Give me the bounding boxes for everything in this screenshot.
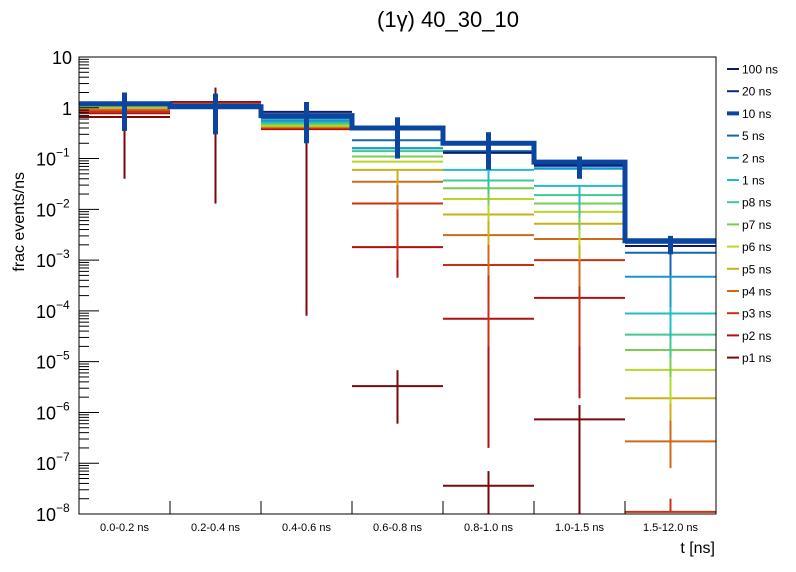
y-tick-exponent: −5 — [56, 349, 70, 363]
y-tick-label: 10−7 — [36, 450, 70, 474]
legend-label: p2 ns — [742, 329, 771, 343]
plot-frame — [78, 56, 717, 515]
legend-label: p8 ns — [742, 196, 771, 210]
series-10-ns — [79, 92, 716, 255]
y-tick-label: 1 — [62, 99, 72, 119]
y-tick-label: 10−6 — [36, 399, 70, 423]
legend-label: 100 ns — [742, 63, 778, 77]
legend-label: 1 ns — [742, 174, 765, 188]
y-tick-base: 10 — [36, 353, 56, 373]
y-tick-exponent: −1 — [56, 146, 70, 160]
x-tick-label: 0.2-0.4 ns — [191, 522, 240, 534]
legend-entry: 20 ns — [727, 85, 771, 99]
y-tick-label: 10−3 — [36, 247, 70, 271]
legend-entry: p2 ns — [727, 329, 771, 343]
legend-label: p4 ns — [742, 285, 771, 299]
y-axis-label: frac events/ns — [11, 172, 28, 272]
legend-entry: p5 ns — [727, 262, 771, 276]
legend-entry: p6 ns — [727, 240, 771, 254]
legend-label: p7 ns — [742, 218, 771, 232]
x-tick-label: 0.6-0.8 ns — [373, 522, 422, 534]
y-tick-base: 10 — [36, 302, 56, 322]
legend-label: 5 ns — [742, 129, 765, 143]
legend-entry: 2 ns — [727, 151, 765, 165]
legend-entry: p8 ns — [727, 196, 771, 210]
y-tick-base: 1 — [62, 99, 72, 119]
legend-entry: 10 ns — [727, 107, 771, 121]
legend-label: p1 ns — [742, 351, 771, 365]
axes: 10110−110−210−310−410−510−610−710−80.0-0… — [36, 48, 717, 534]
y-tick-base: 10 — [36, 251, 56, 271]
legend-label: p3 ns — [742, 307, 771, 321]
legend-label: 20 ns — [742, 85, 771, 99]
legend-entry: 5 ns — [727, 129, 765, 143]
y-tick-label: 10−5 — [36, 349, 70, 373]
y-tick-exponent: −3 — [56, 247, 70, 261]
y-tick-exponent: −6 — [56, 399, 70, 413]
y-tick-base: 10 — [36, 505, 56, 525]
y-tick-label: 10−2 — [36, 196, 70, 220]
chart-title: (1γ) 40_30_10 — [377, 7, 519, 32]
x-tick-label: 0.4-0.6 ns — [282, 522, 331, 534]
plot-area — [79, 87, 716, 514]
y-tick-exponent: −4 — [56, 298, 70, 312]
legend-entry: 100 ns — [727, 63, 778, 77]
x-tick-label: 1.5-12.0 ns — [643, 522, 699, 534]
x-tick-label: 1.0-1.5 ns — [555, 522, 604, 534]
y-tick-base: 10 — [36, 150, 56, 170]
y-tick-label: 10 — [52, 48, 72, 68]
legend-entry: p3 ns — [727, 307, 771, 321]
y-tick-label: 10−4 — [36, 298, 70, 322]
legend: 100 ns 20 ns 10 ns 5 ns 2 ns 1 ns p8 ns p7 ns p6… — [727, 63, 778, 365]
y-tick-exponent: −2 — [56, 196, 70, 210]
legend-entry: p7 ns — [727, 218, 771, 232]
legend-label: p5 ns — [742, 262, 771, 276]
x-axis-label: t [ns] — [680, 540, 715, 557]
legend-label: p6 ns — [742, 240, 771, 254]
y-tick-base: 10 — [36, 403, 56, 423]
y-tick-label: 10−1 — [36, 146, 70, 170]
y-tick-base: 10 — [36, 200, 56, 220]
y-tick-base: 10 — [52, 48, 72, 68]
x-tick-label: 0.0-0.2 ns — [100, 522, 149, 534]
y-tick-exponent: −8 — [56, 501, 70, 515]
y-tick-base: 10 — [36, 454, 56, 474]
legend-entry: p1 ns — [727, 351, 771, 365]
series-p2-ns — [79, 101, 625, 448]
y-tick-exponent: −7 — [56, 450, 70, 464]
legend-label: 2 ns — [742, 151, 765, 165]
x-tick-label: 0.8-1.0 ns — [464, 522, 513, 534]
legend-entry: p4 ns — [727, 285, 771, 299]
y-tick-label: 10−8 — [36, 501, 70, 525]
legend-label: 10 ns — [742, 107, 771, 121]
legend-entry: 1 ns — [727, 174, 765, 188]
